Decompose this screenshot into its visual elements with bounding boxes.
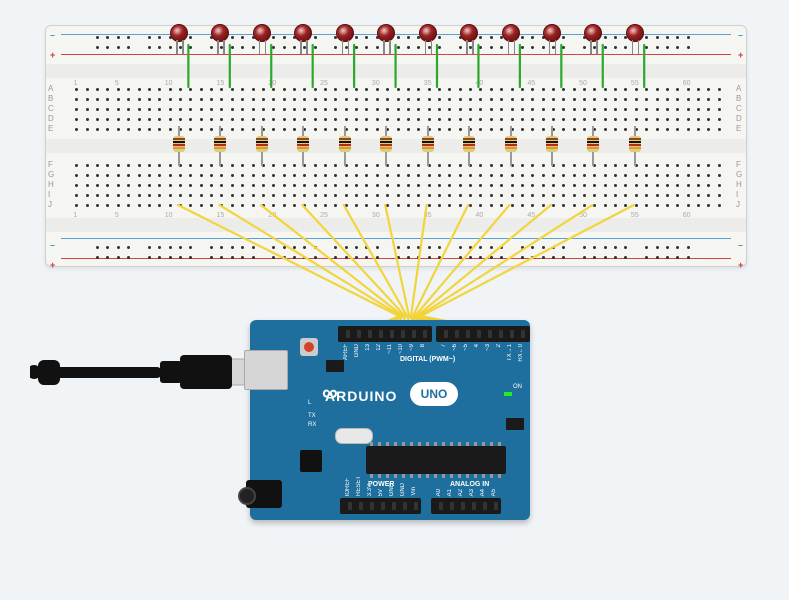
breadboard: –+–+–+–+AABBCCDDEEFFGGHHIIJJ115510101515… [45,25,747,267]
led [294,24,312,42]
resistor [466,130,472,158]
pin-label: A4 [480,489,486,496]
resistor [508,130,514,158]
pin-label: 8 [420,344,426,347]
pin-label: 4 [474,344,480,347]
uno-badge: UNO [410,382,458,406]
pin-label: A3 [469,489,475,496]
icsp-header-2 [326,360,344,372]
pin-label: 5V [378,489,384,496]
usb-port [244,350,288,390]
pin-label: A5 [491,489,497,496]
resistor [217,130,223,158]
resistor [383,130,389,158]
pin-header [431,498,501,514]
arduino-logo-text: ARDUINO [325,388,397,404]
reset-button[interactable] [300,338,318,356]
resistor [590,130,596,158]
led [543,24,561,42]
led [336,24,354,42]
led [502,24,520,42]
pin-label: TX→1 [507,344,513,361]
pin-label: Vin [411,487,417,496]
pin-label: ~6 [452,344,458,351]
pin-label: ~9 [409,344,415,351]
pin-label: GND [400,483,406,496]
resistor [259,130,265,158]
l-label: L [308,400,311,406]
pin-label: RX←0 [518,344,524,362]
arduino-uno-board: ∞ ARDUINO UNO ON L TX RX DIGITAL (PWM~) … [250,320,530,520]
resistor [549,130,555,158]
icsp-header-1 [506,418,524,430]
pin-label: 12 [376,344,382,351]
led [170,24,188,42]
on-label: ON [513,384,522,390]
analog-section-label: ANALOG IN [450,481,489,488]
pin-label: GND [389,483,395,496]
pin-label: ~11 [387,344,393,354]
led [584,24,602,42]
led [626,24,644,42]
digital-section-label: DIGITAL (PWM~) [400,356,455,363]
pin-label: A2 [458,489,464,496]
pin-label: 3.3V [367,484,373,496]
pin-label: IOREF [345,478,351,496]
resistor [425,130,431,158]
tx-label: TX [308,413,316,419]
resistor [300,130,306,158]
pin-label: GND [354,344,360,357]
resistor [632,130,638,158]
pin-label: 2 [496,344,502,347]
pin-label: ~3 [485,344,491,351]
pin-label: ~5 [463,344,469,351]
pin-header [338,326,432,342]
atmega-chip [366,446,506,474]
pin-label: A1 [447,489,453,496]
resistor [342,130,348,158]
led [460,24,478,42]
pin-header [340,498,421,514]
led [211,24,229,42]
led [377,24,395,42]
circuit-diagram: –+–+–+–+AABBCCDDEEFFGGHHIIJJ115510101515… [0,0,789,600]
pin-label: 13 [365,344,371,351]
power-jack [246,480,282,508]
rx-label: RX [308,422,316,428]
led [419,24,437,42]
resistor [176,130,182,158]
power-on-led [504,392,512,396]
pin-header [436,326,530,342]
pin-label: ~10 [398,344,404,354]
usb-cable [30,345,260,410]
pin-label: RESET [356,476,362,496]
pin-label: 7 [441,344,447,347]
pin-label: A0 [436,489,442,496]
voltage-regulator [300,450,322,472]
crystal-oscillator [335,428,373,444]
pin-label: AREF [343,344,349,360]
led [253,24,271,42]
